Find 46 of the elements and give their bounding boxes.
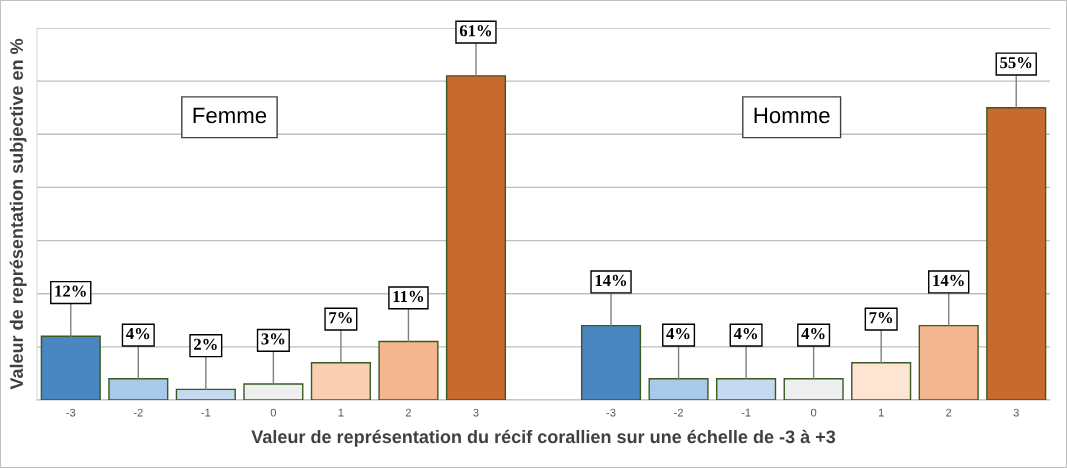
x-tick-label: 1 xyxy=(338,408,344,417)
bar xyxy=(986,107,1047,400)
data-label: 2% xyxy=(194,338,217,350)
bar xyxy=(851,362,912,400)
data-label: 14% xyxy=(595,274,627,287)
x-tick-label: 3 xyxy=(1013,408,1019,417)
bar xyxy=(648,378,709,400)
data-label: 11% xyxy=(393,290,424,303)
bar xyxy=(243,383,304,400)
bar xyxy=(783,378,844,400)
data-label: 4% xyxy=(801,328,825,340)
bar xyxy=(378,340,439,400)
x-tick-label: 2 xyxy=(946,408,952,417)
y-axis-title: Valeur de représentation subjective en % xyxy=(9,38,27,390)
data-label: 55% xyxy=(1000,56,1032,69)
x-tick-label: -3 xyxy=(606,408,616,417)
bar xyxy=(445,75,507,400)
data-label: 61% xyxy=(459,25,492,37)
bar xyxy=(108,378,169,400)
bar xyxy=(716,378,777,400)
data-label: 7% xyxy=(329,312,352,324)
data-label: 4% xyxy=(666,328,690,340)
bar xyxy=(918,324,979,400)
data-label: 4% xyxy=(733,328,758,340)
x-tick-label: 3 xyxy=(473,408,479,417)
data-label: 14% xyxy=(933,274,964,287)
x-axis-title: Valeur de représentation du récif corallien sur une échelle de -3 à +3 xyxy=(251,429,836,447)
bar xyxy=(310,362,371,400)
x-tick-label: 2 xyxy=(405,408,411,417)
data-label: 12% xyxy=(55,285,86,297)
data-label: 3% xyxy=(261,333,285,345)
x-tick-label: 0 xyxy=(270,408,277,417)
x-tick-label: 0 xyxy=(810,408,817,417)
annotation: Homme xyxy=(754,107,830,124)
bar xyxy=(40,335,101,400)
x-tick-label: -2 xyxy=(133,408,143,417)
x-tick-label: -1 xyxy=(201,408,211,417)
x-tick-label: -1 xyxy=(741,408,751,417)
x-tick-label: -2 xyxy=(674,408,683,417)
data-label: 4% xyxy=(126,328,150,340)
bar xyxy=(175,388,236,400)
x-tick-label: 1 xyxy=(878,408,884,417)
bar xyxy=(580,324,642,400)
x-tick-label: -3 xyxy=(66,408,76,417)
data-label: 7% xyxy=(869,312,893,324)
annotation: Femme xyxy=(193,107,267,124)
